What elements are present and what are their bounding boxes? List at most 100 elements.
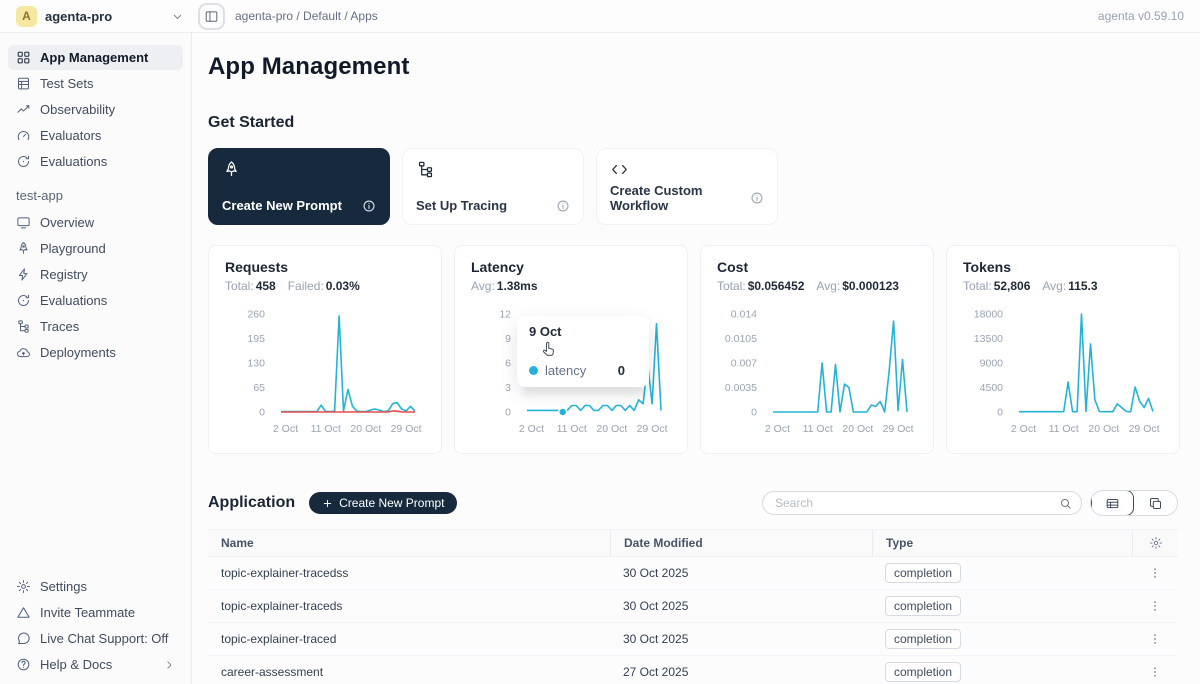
svg-text:0: 0 [751, 407, 757, 419]
sidebar-item-label: Overview [40, 215, 95, 230]
svg-text:20 Oct: 20 Oct [1088, 423, 1119, 435]
sidebar-item-label: Help & Docs [40, 657, 113, 672]
column-header-type[interactable]: Type [872, 530, 1132, 556]
info-icon[interactable] [750, 191, 764, 205]
row-menu-button[interactable] [1132, 632, 1178, 646]
app-type: completion [872, 596, 1132, 616]
row-menu-button[interactable] [1132, 566, 1178, 580]
app-date: 30 Oct 2025 [623, 632, 689, 646]
sidebar-item-label: Live Chat Support: Off [40, 631, 169, 646]
sidebar-section-label: test-app [16, 188, 63, 203]
sidebar: App Management Test Sets Observability E… [0, 33, 192, 684]
tokens-line-chart[interactable]: 0 4500 9000 13500 18000 2 Oct 11 Oct 20 Oct 29 O… [963, 308, 1165, 440]
topbar: A agenta-pro agenta-pro / Default / Apps… [0, 0, 1200, 33]
chart-tooltip: 9 Oct latency 0 [517, 316, 649, 387]
workspace-avatar: A [16, 5, 37, 27]
create-new-prompt-button[interactable]: Create New Prompt [309, 492, 458, 514]
sidebar-item-playground[interactable]: Playground [8, 236, 183, 261]
svg-text:0.007: 0.007 [731, 358, 757, 370]
app-date: 27 Oct 2025 [623, 665, 689, 679]
breadcrumb: agenta-pro / Default / Apps [235, 9, 378, 23]
search-icon[interactable] [1059, 497, 1072, 510]
app-name[interactable]: career-assessment [221, 665, 324, 679]
monitor-icon [16, 215, 31, 230]
kebab-icon [1148, 632, 1162, 646]
svg-text:12: 12 [499, 309, 511, 321]
create-custom-workflow-card[interactable]: Create Custom Workflow [596, 148, 778, 225]
column-settings[interactable] [1132, 530, 1178, 556]
requests-chart-card: Requests Total: 458 Failed: 0.03% 0 65 130 19… [208, 245, 442, 454]
sidebar-item-live-chat[interactable]: Live Chat Support: Off [8, 626, 183, 651]
sidebar-item-help-docs[interactable]: Help & Docs [8, 652, 183, 677]
svg-text:29 Oct: 29 Oct [883, 423, 914, 435]
get-started-title: Get Started [208, 114, 295, 131]
requests-line-chart[interactable]: 0 65 130 195 260 2 Oct 11 Oct 20 Oct 29 Oct [225, 308, 427, 440]
app-name[interactable]: topic-explainer-traced [221, 632, 337, 646]
chart-title: Cost [717, 259, 749, 275]
create-new-prompt-card[interactable]: Create New Prompt [208, 148, 390, 225]
sidebar-item-observability[interactable]: Observability [8, 97, 183, 122]
sidebar-item-registry[interactable]: Registry [8, 262, 183, 287]
svg-text:0: 0 [505, 407, 511, 419]
sidebar-toggle-button[interactable] [198, 2, 225, 30]
search-input[interactable] [775, 496, 1059, 510]
svg-text:0.0035: 0.0035 [725, 382, 757, 394]
sidebar-item-label: Playground [40, 241, 106, 256]
card-view-icon [1148, 496, 1163, 511]
set-up-tracing-card[interactable]: Set Up Tracing [402, 148, 584, 225]
table-row[interactable]: topic-explainer-traceds 30 Oct 2025 comp… [208, 590, 1178, 623]
table-row[interactable]: career-assessment 27 Oct 2025 completion [208, 656, 1178, 684]
page-title: App Management [208, 53, 410, 80]
sidebar-item-test-sets[interactable]: Test Sets [8, 71, 183, 96]
application-header: Application Create New Prompt [208, 490, 1178, 516]
info-icon[interactable] [362, 199, 376, 213]
tooltip-series-label: latency [545, 363, 587, 378]
tracing-icon [416, 160, 435, 179]
sidebar-item-app-evaluations[interactable]: Evaluations [8, 288, 183, 313]
row-menu-button[interactable] [1132, 665, 1178, 679]
svg-text:195: 195 [247, 333, 265, 345]
grid-icon [16, 50, 31, 65]
column-header-name[interactable]: Name [221, 536, 254, 550]
sidebar-item-label: Registry [40, 267, 88, 282]
stat-avg: Avg: $0.000123 [816, 279, 899, 293]
chat-bubble-icon [16, 631, 31, 646]
sidebar-item-evaluators[interactable]: Evaluators [8, 123, 183, 148]
info-icon[interactable] [556, 199, 570, 213]
table-view-button[interactable] [1091, 491, 1134, 515]
sidebar-item-traces[interactable]: Traces [8, 314, 183, 339]
main-content: App Management Get Started Create New Pr… [192, 33, 1200, 684]
cost-line-chart[interactable]: 0 0.0035 0.007 0.0105 0.014 2 Oct 11 Oct 20 Oct… [717, 308, 919, 440]
sidebar-item-overview[interactable]: Overview [8, 210, 183, 235]
sidebar-item-deployments[interactable]: Deployments [8, 340, 183, 365]
sidebar-item-label: Evaluators [40, 128, 102, 143]
stat-total: Total: $0.056452 [717, 279, 805, 293]
card-view-button[interactable] [1134, 490, 1177, 516]
table-row[interactable]: topic-explainer-traced 30 Oct 2025 compl… [208, 623, 1178, 656]
tooltip-value: 0 [617, 363, 625, 378]
row-menu-button[interactable] [1132, 599, 1178, 613]
card-label: Create New Prompt [222, 198, 342, 213]
latency-line-chart[interactable]: 0 3 6 9 12 2 Oct 11 Oct 20 Oct 29 Oct [471, 308, 673, 440]
invite-icon [16, 605, 31, 620]
applications-table: Name Date Modified Type topic-explainer-… [208, 529, 1178, 684]
hierarchy-icon [16, 319, 31, 334]
column-header-date-modified[interactable]: Date Modified [610, 530, 872, 556]
type-badge: completion [885, 563, 962, 583]
app-name[interactable]: topic-explainer-traceds [221, 599, 343, 613]
sidebar-item-settings[interactable]: Settings [8, 574, 183, 599]
gear-icon [1149, 536, 1163, 550]
sidebar-item-invite-teammate[interactable]: Invite Teammate [8, 600, 183, 625]
svg-text:65: 65 [253, 382, 265, 394]
table-icon [16, 76, 31, 91]
tooltip-date: 9 Oct [529, 324, 562, 339]
sidebar-item-app-management[interactable]: App Management [8, 45, 183, 70]
view-toggle [1090, 490, 1178, 516]
sidebar-item-label: Deployments [40, 345, 116, 360]
table-row[interactable]: topic-explainer-tracedss 30 Oct 2025 com… [208, 557, 1178, 590]
sidebar-item-evaluations[interactable]: Evaluations [8, 149, 183, 174]
workspace-selector[interactable]: A agenta-pro [16, 5, 184, 27]
app-name[interactable]: topic-explainer-tracedss [221, 566, 349, 580]
rocket-icon [222, 160, 241, 179]
svg-text:0.0105: 0.0105 [725, 333, 757, 345]
